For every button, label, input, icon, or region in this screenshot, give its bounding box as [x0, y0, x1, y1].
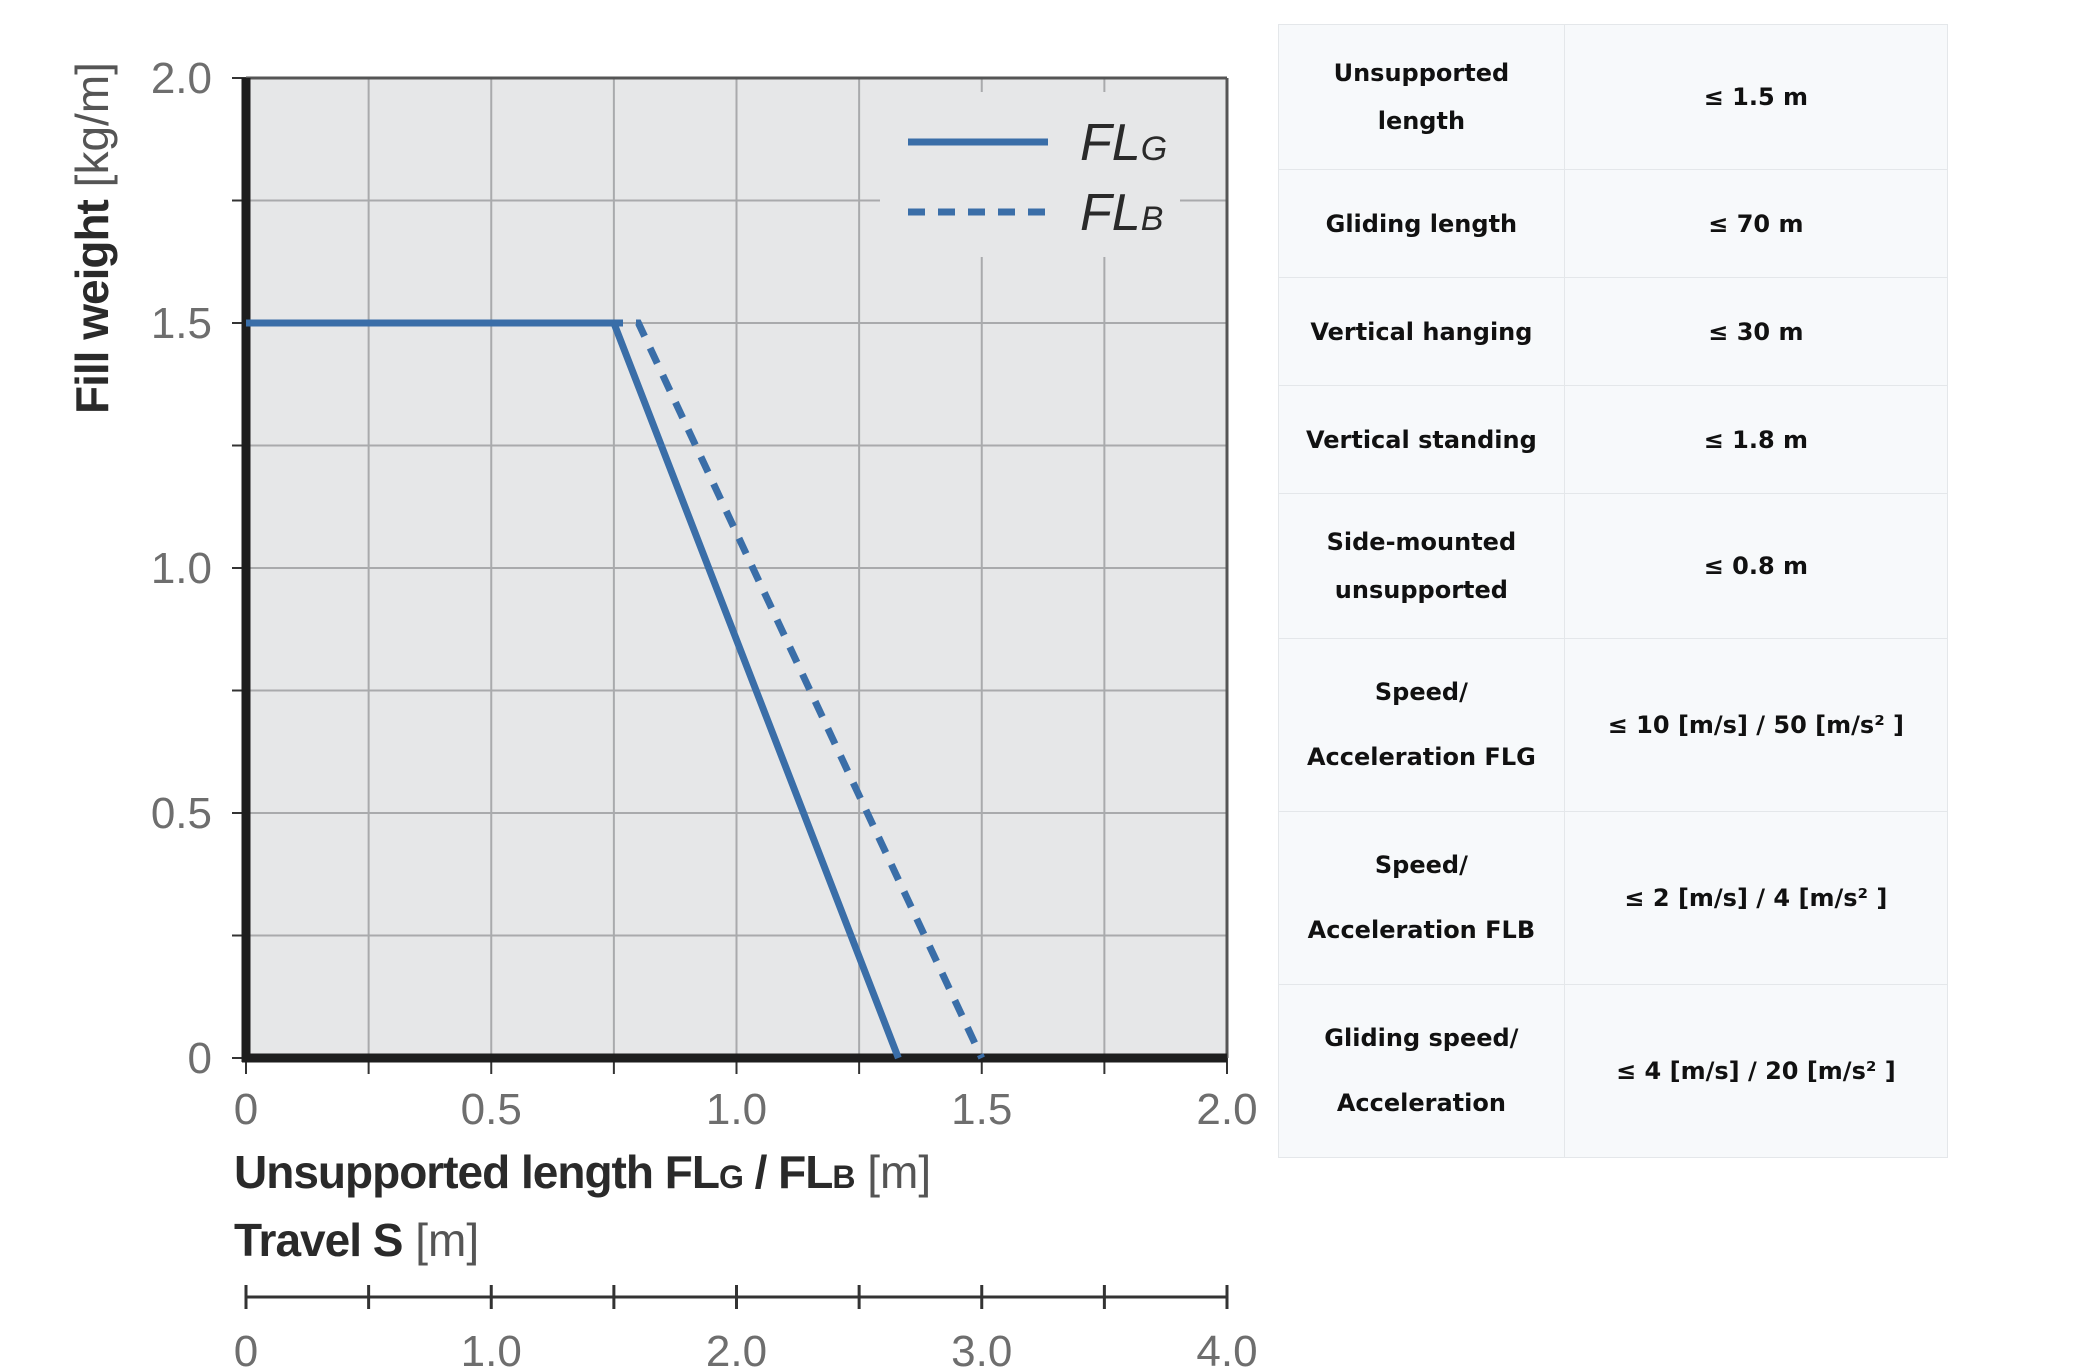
y-tick-label: 2.0: [151, 54, 212, 103]
y-tick-label: 1.5: [151, 299, 212, 348]
spec-label-line: Vertical hanging: [1310, 317, 1533, 346]
grid-lines: [246, 76, 1229, 1058]
spec-value: ≤ 2 [m/s] / 4 [m/s² ]: [1563, 811, 1949, 985]
y-tick-label: 0: [188, 1034, 212, 1083]
table-row: Unsupported length ≤ 1.5 m: [1278, 24, 1949, 170]
travel-axis-ticks: 0 1.0 2.0 3.0 4.0: [234, 1285, 1258, 1368]
travel-tick-label: 3.0: [951, 1327, 1012, 1368]
series-flb-line: [246, 319, 985, 1060]
spec-label: Gliding length: [1278, 169, 1565, 278]
y-tick-labels: 0 0.5 1.0 1.5 2.0: [151, 54, 212, 1083]
spec-label: Vertical standing: [1278, 385, 1565, 494]
travel-axis-title: Travel S [m]: [234, 1214, 479, 1266]
table-row: Side-mounted unsupported ≤ 0.8 m: [1278, 493, 1949, 639]
table-row: Vertical hanging ≤ 30 m: [1278, 277, 1949, 386]
legend-label-flg: FLG: [1080, 114, 1167, 172]
x-tick-label: 2.0: [1196, 1085, 1257, 1134]
spec-label-line: Speed/: [1374, 851, 1468, 879]
spec-label: Speed/Acceleration FLB: [1278, 811, 1565, 985]
spec-label-line: length: [1377, 107, 1466, 135]
travel-tick-label: 1.0: [461, 1327, 522, 1368]
x-tick-label: 0: [234, 1085, 258, 1134]
spec-label-line: Acceleration: [1336, 1089, 1506, 1117]
spec-label: Gliding speed/Acceleration: [1278, 984, 1565, 1158]
y-tick-label: 1.0: [151, 544, 212, 593]
table-row: Vertical standing ≤ 1.8 m: [1278, 385, 1949, 494]
x-axis-title: Unsupported length FLG / FLB [m]: [234, 1146, 931, 1198]
table-row: Gliding speed/Acceleration ≤ 4 [m/s] / 20…: [1278, 984, 1949, 1158]
x-tick-labels: 0 0.5 1.0 1.5 2.0: [234, 1085, 1258, 1134]
spec-label: Speed/Acceleration FLG: [1278, 638, 1565, 812]
spec-label-line: Gliding length: [1325, 209, 1518, 238]
y-tick-label: 0.5: [151, 789, 212, 838]
spec-label: Side-mounted unsupported: [1278, 493, 1565, 639]
spec-value: ≤ 10 [m/s] / 50 [m/s² ]: [1563, 638, 1949, 812]
travel-tick-label: 4.0: [1196, 1327, 1257, 1368]
fill-weight-chart: 0 0.5 1.0 1.5 2.0 0 0.5 1.0 1.5 2.0 FLG FLB Fill…: [66, 54, 1258, 1368]
spec-value: ≤ 4 [m/s] / 20 [m/s² ]: [1563, 984, 1949, 1158]
travel-tick-label: 0: [234, 1327, 258, 1368]
spec-value: ≤ 0.8 m: [1563, 493, 1949, 639]
travel-tick-label: 2.0: [706, 1327, 767, 1368]
table-row: Speed/Acceleration FLB ≤ 2 [m/s] / 4 [m/s…: [1278, 811, 1949, 985]
spec-value: ≤ 1.8 m: [1563, 385, 1949, 494]
x-tick-label: 0.5: [461, 1085, 522, 1134]
legend-label-flb: FLB: [1080, 184, 1163, 242]
spec-value: ≤ 30 m: [1563, 277, 1949, 386]
spec-label-line: Acceleration FLB: [1307, 916, 1536, 944]
spec-label-line: Side-mounted: [1326, 528, 1517, 556]
legend: FLG FLB: [880, 92, 1180, 257]
spec-label-line: Speed/: [1374, 678, 1468, 706]
table-row: Speed/Acceleration FLG ≤ 10 [m/s] / 50 [m…: [1278, 638, 1949, 812]
x-tick-label: 1.5: [951, 1085, 1012, 1134]
spec-label-line: Unsupported: [1333, 59, 1510, 87]
y-axis-title: Fill weight [kg/m]: [66, 62, 118, 414]
spec-label-line: Gliding speed/: [1324, 1024, 1519, 1052]
x-tick-label: 1.0: [706, 1085, 767, 1134]
spec-label: Unsupported length: [1278, 24, 1565, 170]
specifications-table: Unsupported length ≤ 1.5 m Gliding length ≤ …: [1278, 24, 1949, 1158]
table-row: Gliding length ≤ 70 m: [1278, 169, 1949, 278]
spec-label-line: Acceleration FLG: [1306, 743, 1536, 771]
spec-label-line: unsupported: [1334, 576, 1508, 604]
legend-background: [880, 92, 1180, 257]
spec-value: ≤ 1.5 m: [1563, 24, 1949, 170]
spec-value: ≤ 70 m: [1563, 169, 1949, 278]
spec-label-line: Vertical standing: [1305, 425, 1537, 454]
spec-label: Vertical hanging: [1278, 277, 1565, 386]
